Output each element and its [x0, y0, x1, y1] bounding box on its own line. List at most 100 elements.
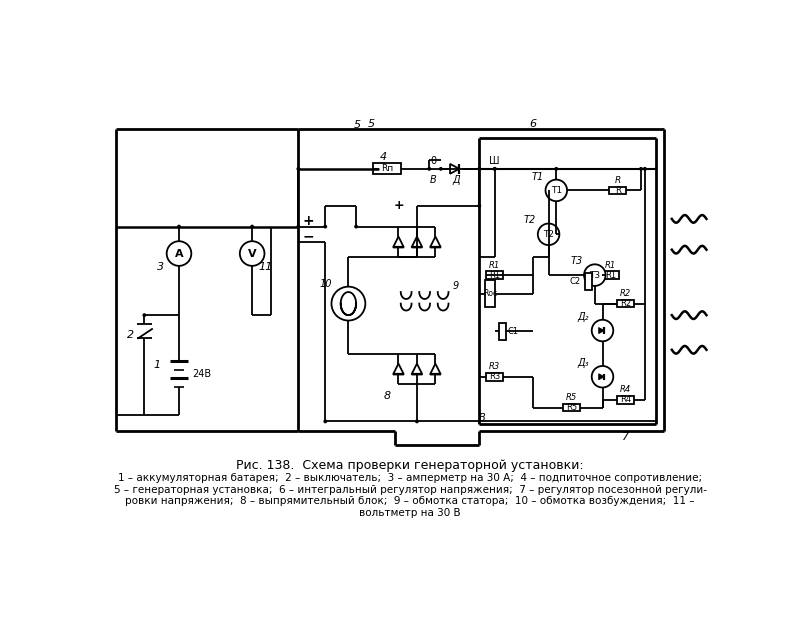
Polygon shape: [411, 364, 422, 375]
Text: C2: C2: [570, 276, 581, 286]
Polygon shape: [598, 374, 605, 380]
Bar: [486, 373, 503, 380]
Text: R2: R2: [620, 299, 631, 308]
Circle shape: [639, 167, 643, 171]
Text: В: В: [430, 175, 437, 185]
Text: T1: T1: [550, 186, 562, 195]
Circle shape: [538, 224, 559, 245]
Text: Rп: Rп: [381, 164, 393, 173]
Text: T2: T2: [543, 230, 554, 239]
Text: R: R: [614, 176, 621, 185]
Polygon shape: [430, 364, 441, 375]
Text: Д₃: Д₃: [578, 358, 589, 368]
Text: R1: R1: [489, 261, 500, 269]
Bar: [563, 404, 580, 412]
Text: +: +: [302, 214, 314, 228]
Text: R1: R1: [605, 271, 616, 280]
Circle shape: [478, 167, 482, 171]
Circle shape: [323, 225, 327, 229]
Text: T2: T2: [524, 215, 536, 225]
Text: 8: 8: [383, 391, 390, 401]
Polygon shape: [393, 364, 404, 375]
Text: T3: T3: [570, 256, 582, 266]
Text: R1: R1: [605, 261, 616, 269]
Polygon shape: [598, 327, 605, 334]
Circle shape: [331, 287, 366, 320]
Bar: [486, 271, 503, 279]
Circle shape: [427, 167, 431, 171]
Bar: [485, 280, 495, 308]
Text: Д₂: Д₂: [578, 311, 589, 322]
Text: R: R: [615, 186, 621, 195]
Text: 11: 11: [259, 262, 273, 273]
Circle shape: [546, 180, 567, 201]
Text: В: В: [478, 413, 485, 424]
Text: Rос: Rос: [483, 289, 497, 298]
Text: вольтметр на 30 В: вольтметр на 30 В: [359, 508, 461, 518]
Circle shape: [250, 225, 254, 229]
Polygon shape: [450, 164, 459, 174]
Text: 0: 0: [430, 156, 436, 166]
Text: R4: R4: [620, 385, 631, 394]
Text: Рис. 138.  Схема проверки генераторной установки:: Рис. 138. Схема проверки генераторной ус…: [236, 459, 584, 472]
Bar: [610, 187, 626, 194]
Text: R3: R3: [489, 362, 500, 371]
Circle shape: [297, 167, 300, 171]
Circle shape: [240, 241, 265, 266]
Circle shape: [415, 420, 419, 424]
Text: 5: 5: [368, 119, 375, 129]
Text: 5: 5: [354, 120, 362, 130]
Text: ровки напряжения;  8 – выпрямительный блок;  9 – обмотка статора;  10 – обмотка : ровки напряжения; 8 – выпрямительный бло…: [126, 496, 694, 506]
Text: R5: R5: [566, 403, 578, 412]
Circle shape: [297, 225, 300, 229]
Circle shape: [478, 204, 482, 208]
Circle shape: [142, 313, 146, 317]
Text: 5 – генераторная установка;  6 – интегральный регулятор напряжения;  7 – регулят: 5 – генераторная установка; 6 – интеграл…: [114, 485, 706, 495]
Text: R4: R4: [620, 396, 631, 404]
Text: R5: R5: [566, 393, 578, 402]
Circle shape: [166, 241, 191, 266]
Bar: [602, 271, 618, 279]
Text: 7: 7: [622, 432, 629, 442]
Text: V: V: [248, 248, 257, 259]
Text: 24В: 24В: [193, 369, 212, 378]
Text: 10: 10: [319, 280, 331, 289]
Circle shape: [493, 167, 497, 171]
Text: 1 – аккумуляторная батарея;  2 – выключатель;  3 – амперметр на 30 А;  4 – подпи: 1 – аккумуляторная батарея; 2 – выключат…: [118, 473, 702, 483]
Circle shape: [592, 366, 614, 387]
Circle shape: [643, 167, 646, 171]
Circle shape: [592, 320, 614, 341]
Bar: [617, 300, 634, 308]
Circle shape: [584, 264, 606, 286]
Text: R2: R2: [620, 289, 631, 298]
Text: +: +: [393, 199, 404, 212]
Circle shape: [439, 167, 442, 171]
Circle shape: [177, 225, 181, 229]
Text: Д: Д: [452, 175, 460, 185]
Circle shape: [554, 167, 558, 171]
Bar: [617, 396, 634, 404]
Polygon shape: [411, 236, 422, 247]
Text: A: A: [174, 248, 183, 259]
Text: 1: 1: [154, 360, 161, 370]
Text: R1: R1: [489, 271, 500, 280]
Text: −: −: [302, 229, 314, 243]
Circle shape: [323, 420, 327, 424]
Text: 2: 2: [127, 330, 134, 340]
Text: T3: T3: [590, 271, 600, 280]
Text: 6: 6: [530, 119, 537, 129]
Text: C1: C1: [508, 327, 519, 336]
Text: T1: T1: [532, 171, 544, 182]
Bar: [585, 273, 593, 290]
Polygon shape: [430, 236, 441, 247]
Text: 9: 9: [453, 281, 459, 291]
Circle shape: [493, 167, 497, 171]
Text: R3: R3: [489, 372, 500, 381]
Text: 3: 3: [157, 262, 164, 273]
Bar: [498, 323, 506, 340]
Polygon shape: [393, 236, 404, 247]
Text: 4: 4: [379, 152, 386, 162]
Text: Ш: Ш: [490, 156, 500, 166]
Bar: [373, 164, 401, 175]
Circle shape: [354, 225, 358, 229]
